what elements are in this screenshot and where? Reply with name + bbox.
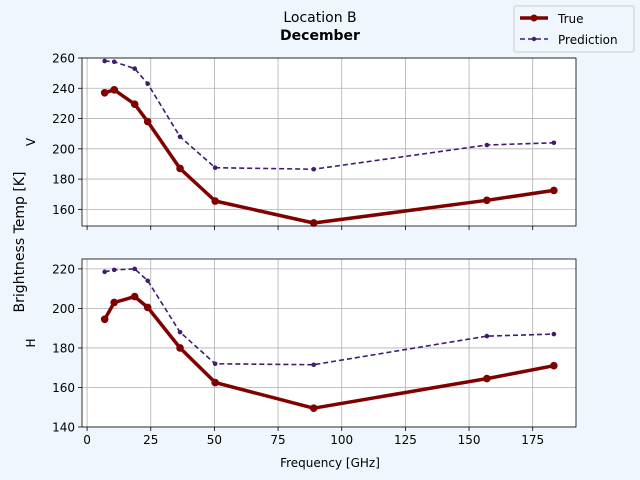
point-prediction-v-8 — [551, 140, 557, 146]
plot-area-v — [82, 58, 576, 226]
point-prediction-h-4 — [177, 329, 183, 335]
point-prediction-h-3 — [145, 278, 150, 284]
chart-panel-h: 0 25 50 75 100 125 150 175 140 160 180 200 220 H — [24, 258, 577, 447]
legend-label-true: True — [557, 12, 584, 26]
point-true-h-4 — [176, 344, 184, 352]
point-prediction-v-4 — [177, 134, 183, 140]
plot-area-h — [82, 259, 576, 427]
axes-frame-v — [81, 57, 577, 227]
point-true-v-5 — [211, 197, 219, 205]
ytick-label-v-0: 160 — [52, 203, 75, 217]
point-prediction-v-2 — [132, 66, 138, 71]
xtick-label-h-1: 25 — [143, 433, 158, 447]
point-prediction-v-3 — [145, 81, 150, 87]
ytick-label-v-1: 180 — [52, 173, 75, 187]
point-true-v-6 — [309, 219, 318, 227]
point-true-v-7 — [483, 196, 491, 205]
xtick-label-h-5: 125 — [394, 433, 417, 447]
point-true-v-4 — [176, 164, 184, 173]
point-true-h-0 — [100, 315, 109, 324]
legend-marker-true — [530, 14, 538, 22]
point-prediction-h-7 — [484, 333, 490, 339]
point-prediction-h-8 — [551, 331, 557, 337]
point-prediction-h-5 — [212, 361, 218, 367]
point-true-h-2 — [130, 292, 139, 301]
ytick-label-h-3: 200 — [52, 302, 75, 316]
figure-subtitle: December — [280, 28, 360, 44]
legend-marker-prediction — [531, 36, 537, 42]
point-prediction-v-7 — [484, 142, 490, 148]
xtick-label-h-2: 50 — [207, 433, 222, 447]
ytick-label-h-4: 220 — [52, 262, 75, 276]
legend-entry-prediction: Prediction — [520, 33, 618, 47]
point-prediction-v-1 — [111, 59, 117, 65]
point-true-v-8 — [550, 186, 558, 195]
point-prediction-v-0 — [102, 58, 107, 64]
point-prediction-v-6 — [311, 166, 317, 172]
chart-panel-v: 160 180 200 220 240 260 V — [24, 52, 577, 230]
ytick-label-h-0: 140 — [52, 421, 75, 435]
xtick-label-h-6: 150 — [458, 433, 481, 447]
legend: True Prediction — [513, 5, 635, 53]
ytick-label-v-3: 220 — [52, 112, 75, 126]
xtick-label-h-7: 175 — [521, 433, 544, 447]
point-prediction-h-6 — [311, 362, 317, 368]
point-prediction-h-2 — [132, 266, 138, 272]
ytick-label-h-1: 160 — [52, 381, 75, 395]
point-prediction-h-1 — [111, 267, 117, 273]
xtick-label-h-3: 75 — [270, 433, 285, 447]
xtick-label-h-4: 100 — [330, 433, 353, 447]
point-true-v-2 — [130, 100, 139, 108]
point-true-v-1 — [110, 85, 119, 94]
point-prediction-h-0 — [102, 269, 107, 275]
point-true-v-3 — [143, 117, 152, 126]
figure-title: Location B — [283, 10, 356, 26]
point-prediction-v-5 — [212, 165, 218, 171]
point-true-h-5 — [211, 378, 219, 387]
point-true-h-6 — [309, 404, 318, 413]
axes-frame-h — [81, 258, 577, 428]
figure-xlabel: Frequency [GHz] — [280, 456, 380, 470]
ytick-label-h-2: 180 — [52, 341, 75, 355]
ytick-label-v-2: 200 — [52, 142, 75, 156]
point-true-h-3 — [143, 303, 152, 312]
panel-label-h: H — [24, 338, 38, 347]
legend-label-prediction: Prediction — [558, 33, 618, 47]
panel-label-v: V — [24, 137, 38, 146]
point-true-h-7 — [483, 374, 491, 383]
ytick-label-v-5: 260 — [52, 52, 75, 66]
point-true-h-8 — [550, 361, 558, 370]
point-true-v-0 — [100, 89, 109, 97]
figure-ylabel: Brightness Temp [K] — [12, 172, 28, 313]
legend-entry-true: True — [520, 12, 584, 26]
xtick-label-h-0: 0 — [83, 433, 91, 447]
point-true-h-1 — [110, 298, 119, 307]
ytick-label-v-4: 240 — [52, 82, 75, 96]
